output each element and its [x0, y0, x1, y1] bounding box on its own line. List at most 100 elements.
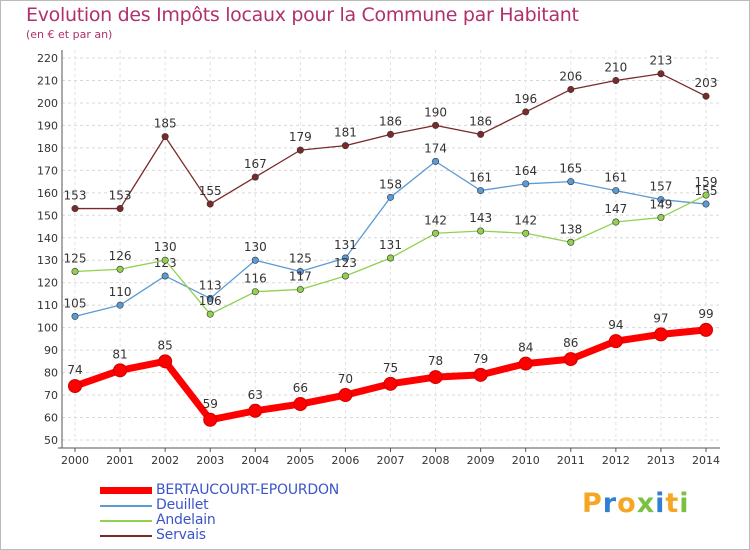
data-label: 113 [199, 278, 222, 292]
y-tick-label: 110 [37, 299, 58, 312]
y-tick-label: 80 [44, 367, 58, 380]
data-point [71, 267, 79, 275]
data-point [248, 403, 263, 418]
data-point [522, 108, 530, 116]
data-label: 153 [109, 189, 132, 203]
data-label: 138 [559, 222, 582, 236]
data-point [113, 363, 128, 378]
x-tick-label: 2007 [377, 454, 405, 467]
data-point [432, 229, 440, 237]
data-point [477, 187, 485, 195]
data-point [296, 285, 304, 293]
chart-legend: BERTAUCOURT-EPOURDON Deuillet Andelain Serv… [100, 483, 339, 543]
data-point [612, 76, 620, 84]
legend-swatch [100, 487, 152, 494]
data-label: 161 [604, 171, 627, 185]
data-label: 99 [698, 307, 713, 321]
data-label: 210 [604, 60, 627, 74]
data-point [161, 133, 169, 141]
y-tick-label: 90 [44, 344, 58, 357]
data-point [567, 85, 575, 93]
legend-swatch [100, 519, 152, 522]
data-label: 131 [379, 238, 402, 252]
data-point [432, 157, 440, 165]
y-tick-label: 180 [37, 142, 58, 155]
data-point [341, 272, 349, 280]
data-label: 174 [424, 141, 447, 155]
data-label: 79 [473, 352, 488, 366]
data-label: 123 [334, 256, 357, 270]
legend-swatch [100, 504, 152, 507]
data-point [161, 272, 169, 280]
data-label: 203 [695, 76, 718, 90]
chart-subtitle: (en € et par an) [26, 28, 113, 41]
x-tick-label: 2012 [602, 454, 630, 467]
data-label: 94 [608, 318, 623, 332]
x-tick-label: 2010 [512, 454, 540, 467]
data-label: 186 [469, 114, 492, 128]
x-tick-label: 2009 [467, 454, 495, 467]
y-tick-label: 210 [37, 74, 58, 87]
data-point [116, 301, 124, 309]
data-point [71, 312, 79, 320]
legend-label: Servais [156, 527, 206, 543]
y-tick-label: 200 [37, 97, 58, 110]
data-point [68, 379, 82, 394]
data-label: 125 [289, 251, 312, 265]
data-point [386, 130, 394, 138]
data-point [522, 180, 530, 188]
y-tick-label: 130 [37, 254, 58, 267]
x-tick-label: 2002 [151, 454, 179, 467]
data-point [251, 288, 259, 296]
data-point [296, 146, 304, 154]
x-tick-label: 2001 [106, 454, 134, 467]
x-tick-label: 2008 [422, 454, 450, 467]
data-label: 164 [514, 164, 537, 178]
data-point [116, 205, 124, 213]
x-tick-label: 2000 [61, 454, 89, 467]
data-label: 155 [695, 184, 718, 198]
data-label: 157 [649, 180, 672, 194]
data-label: 116 [244, 272, 267, 286]
data-point [657, 214, 665, 222]
data-point [702, 191, 710, 199]
data-point [293, 397, 308, 412]
data-point [338, 388, 353, 403]
data-point [563, 352, 578, 367]
data-label: 106 [199, 294, 222, 308]
data-point [432, 121, 440, 129]
data-label: 185 [154, 117, 177, 131]
data-label: 74 [67, 363, 82, 377]
data-label: 130 [154, 240, 177, 254]
data-label: 167 [244, 157, 267, 171]
data-label: 181 [334, 126, 357, 140]
x-tick-label: 2013 [647, 454, 675, 467]
y-tick-label: 60 [44, 412, 58, 425]
data-label: 126 [109, 249, 132, 263]
data-point [522, 229, 530, 237]
data-label: 161 [469, 171, 492, 185]
logo-letter: o [617, 488, 637, 519]
data-point [473, 367, 488, 382]
y-tick-label: 50 [44, 434, 58, 447]
data-point [386, 254, 394, 262]
logo-letter: t [665, 488, 680, 519]
data-label: 179 [289, 130, 312, 144]
x-tick-label: 2003 [196, 454, 224, 467]
x-tick-label: 2004 [241, 454, 269, 467]
y-tick-label: 170 [37, 164, 58, 177]
data-label: 85 [158, 338, 173, 352]
data-point [206, 200, 214, 208]
data-label: 142 [514, 213, 537, 227]
data-label: 81 [112, 347, 127, 361]
data-label: 78 [428, 354, 443, 368]
y-tick-label: 100 [37, 322, 58, 335]
data-point [657, 196, 665, 204]
data-label: 70 [338, 372, 353, 386]
data-point [657, 70, 665, 78]
data-point [702, 92, 710, 100]
data-point [206, 294, 214, 302]
data-label: 158 [379, 177, 402, 191]
data-point [206, 310, 214, 318]
data-label: 117 [289, 269, 312, 283]
